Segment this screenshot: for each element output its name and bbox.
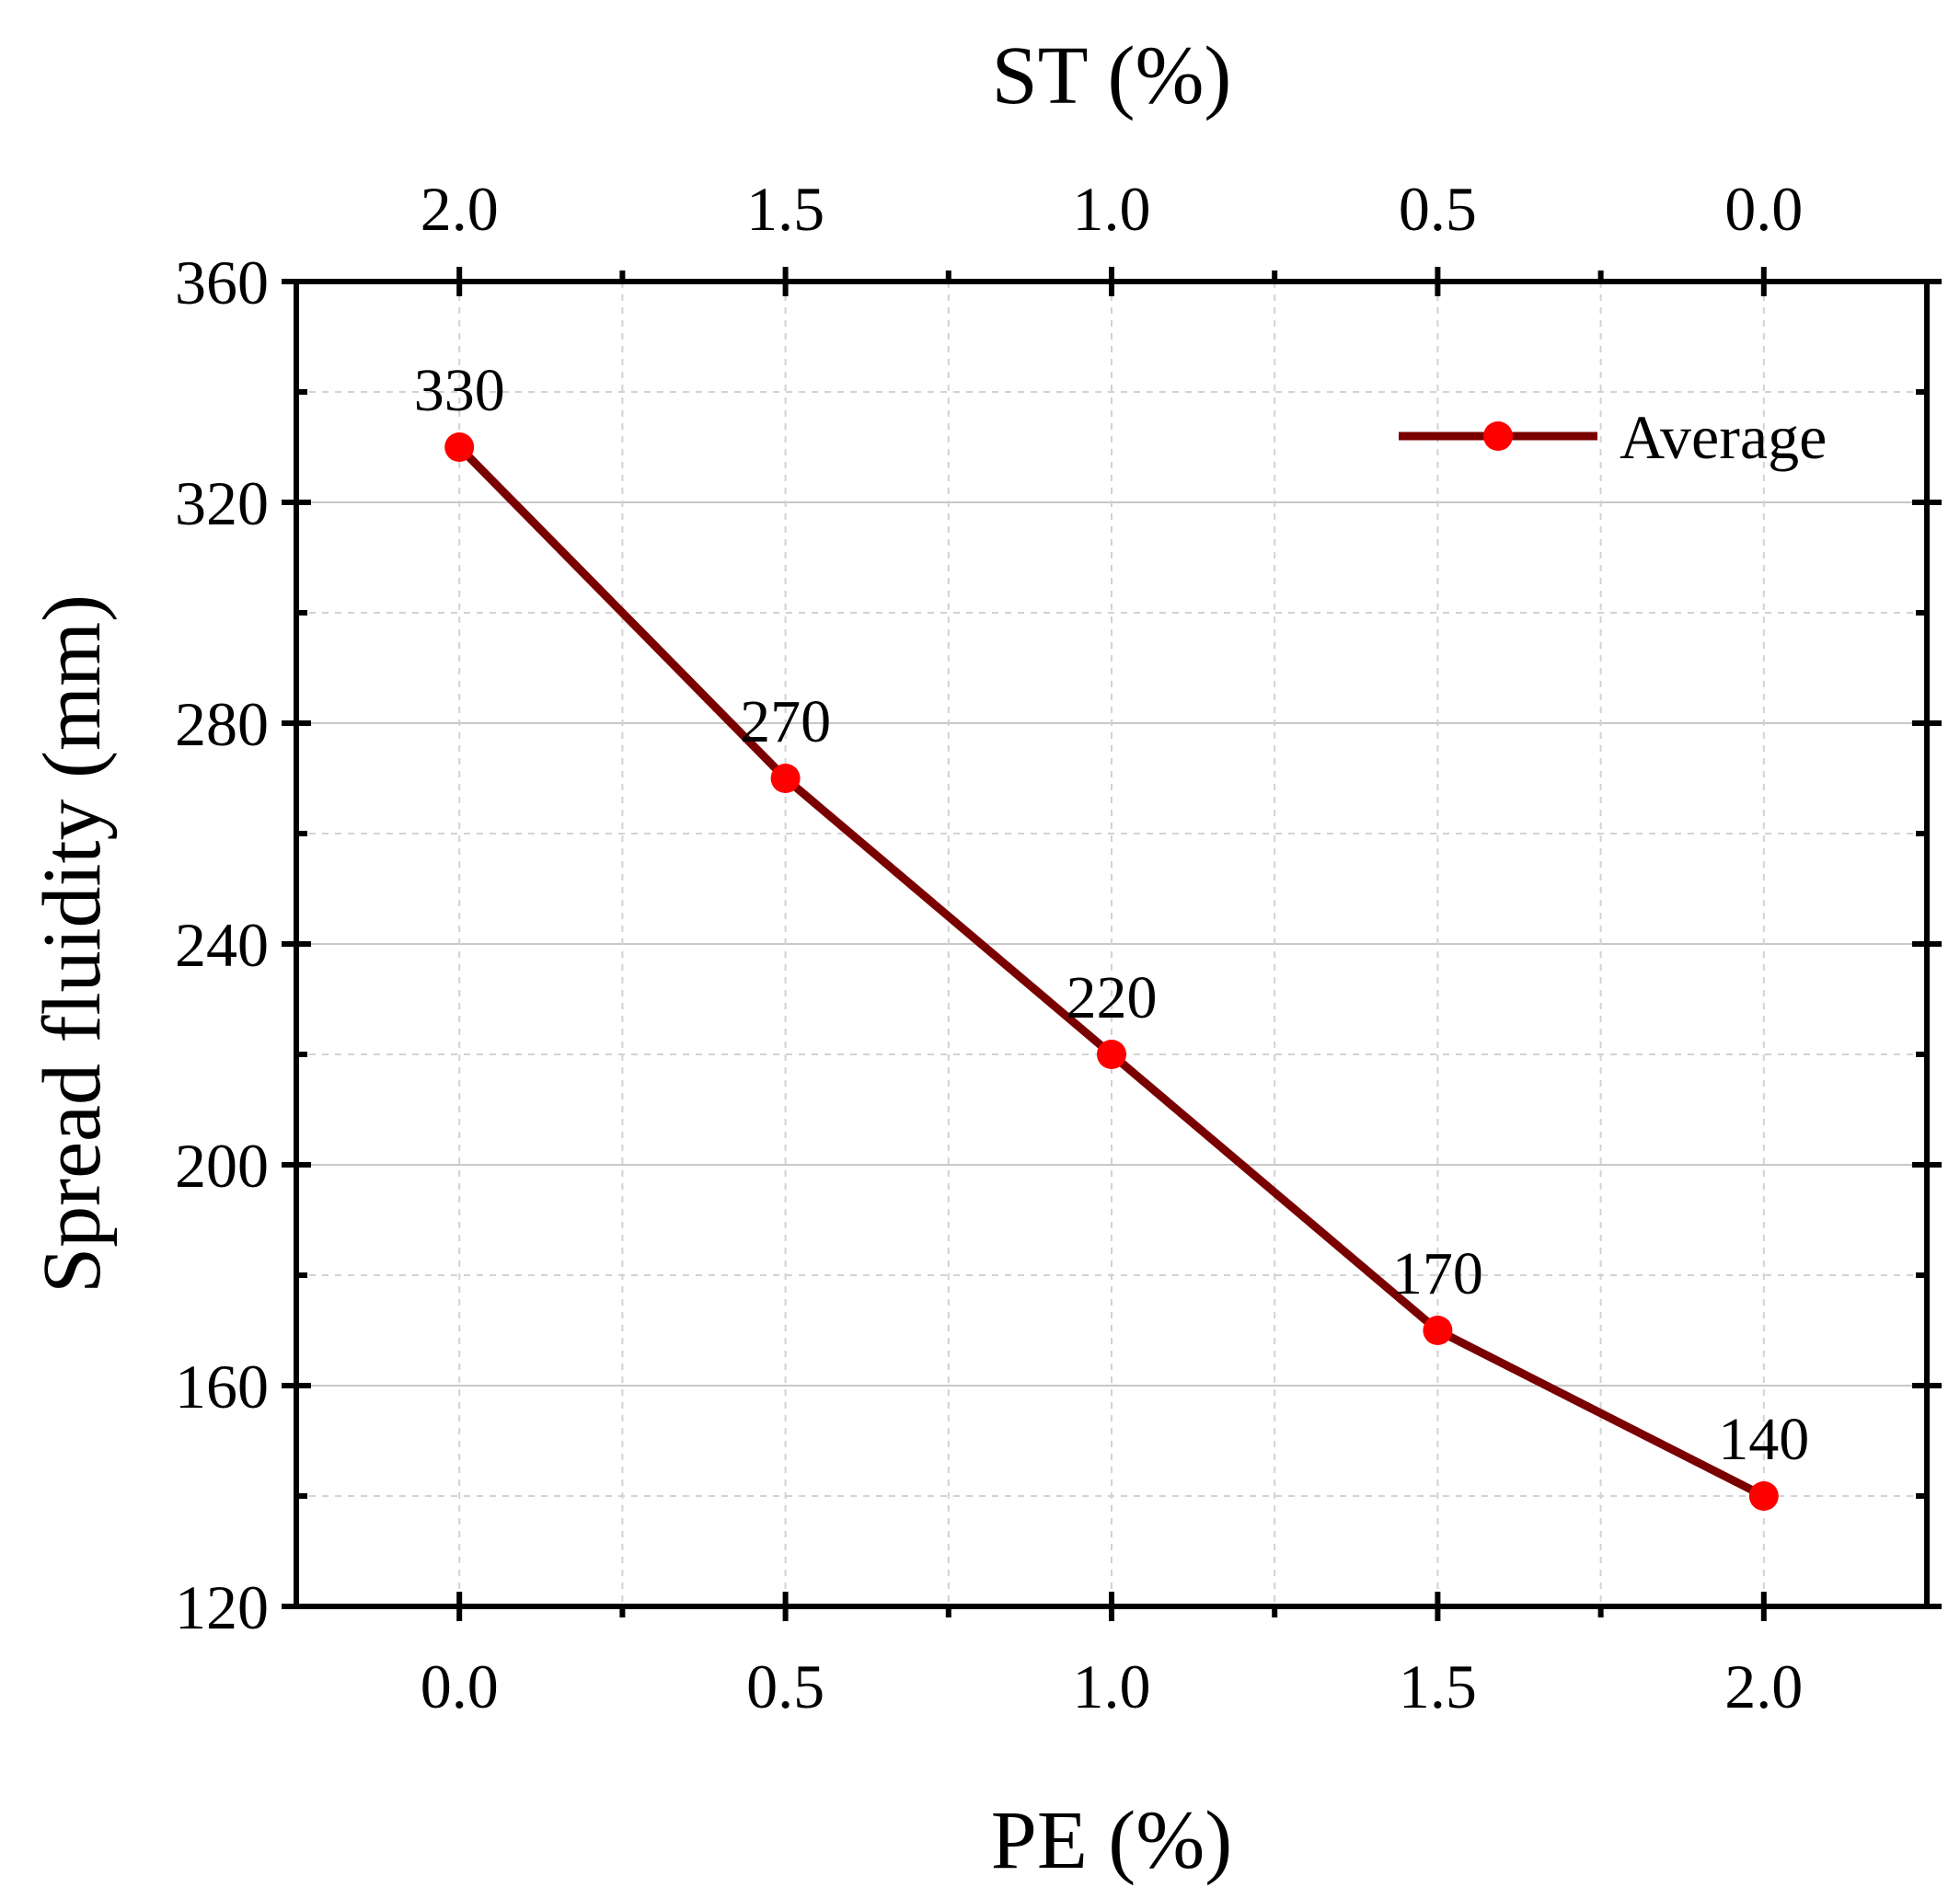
x-tick-label: 1.5: [1399, 1652, 1477, 1721]
data-point-marker: [1423, 1316, 1453, 1345]
data-point-marker: [1748, 1481, 1779, 1511]
y-axis-title: Spread fluidity (mm): [27, 594, 118, 1294]
x-axis-title: PE (%): [991, 1795, 1232, 1886]
data-label: 270: [740, 688, 831, 755]
top-x-tick-label: 0.0: [1724, 174, 1803, 244]
legend-label-average: Average: [1620, 402, 1827, 472]
data-label: 140: [1718, 1406, 1809, 1473]
plot-frame: [294, 279, 1930, 1609]
y-tick-label: 240: [175, 910, 269, 980]
x-tick-label: 0.0: [421, 1652, 499, 1721]
x-tick-label: 0.5: [746, 1652, 824, 1721]
top-x-tick-label: 0.5: [1399, 174, 1477, 244]
legend-marker-average: [1483, 421, 1513, 451]
y-tick-label: 360: [175, 247, 269, 317]
grid: [296, 282, 1927, 1606]
tick-labels: 120 160 200 240 280 320 360 0.0 2.0 0.5 1.5 1.0 1.0 1…: [175, 174, 1803, 1721]
y-tick-label: 280: [175, 689, 269, 759]
top-x-tick-label: 1.0: [1073, 174, 1151, 244]
data-label: 330: [414, 357, 505, 424]
data-point-marker: [1097, 1040, 1126, 1069]
markers: [444, 432, 1779, 1511]
y-tick-label: 160: [175, 1352, 269, 1421]
top-x-axis-title: ST (%): [992, 30, 1232, 121]
x-tick-label: 2.0: [1724, 1652, 1803, 1721]
top-x-tick-label: 1.5: [746, 174, 824, 244]
data-label: 170: [1392, 1240, 1483, 1307]
x-tick-label: 1.0: [1073, 1652, 1151, 1721]
data-point-marker: [444, 432, 475, 462]
data-labels: 330 270 220 170 140: [414, 357, 1810, 1473]
y-tick-label: 320: [175, 468, 269, 538]
y-tick-label: 120: [175, 1572, 269, 1642]
data-label: 220: [1066, 964, 1158, 1031]
y-tick-label: 200: [175, 1131, 269, 1201]
top-x-tick-label: 2.0: [421, 174, 499, 244]
legend: Average: [1399, 402, 1827, 472]
data-point-marker: [770, 764, 801, 793]
